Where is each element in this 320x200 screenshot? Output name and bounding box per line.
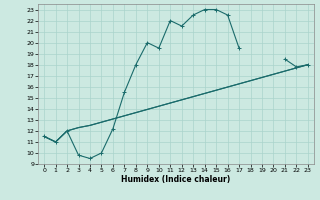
- X-axis label: Humidex (Indice chaleur): Humidex (Indice chaleur): [121, 175, 231, 184]
